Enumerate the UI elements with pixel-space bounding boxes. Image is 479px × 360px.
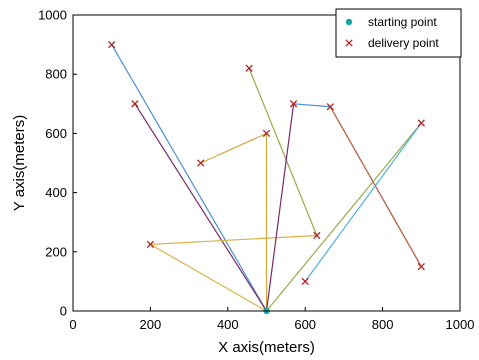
delivery-point-marker bbox=[417, 262, 425, 271]
route-line bbox=[329, 106, 422, 267]
delivery-point-marker bbox=[108, 40, 116, 49]
y-axis-label: Y axis(meters) bbox=[11, 115, 28, 211]
route-line bbox=[134, 103, 268, 312]
route-lines bbox=[111, 44, 422, 312]
delivery-point-marker bbox=[326, 103, 335, 111]
route-line bbox=[265, 103, 295, 312]
route-line bbox=[266, 122, 422, 312]
legend-x-glyph bbox=[345, 39, 353, 47]
x-tick-label: 1000 bbox=[446, 317, 475, 332]
route-line bbox=[111, 44, 268, 312]
legend-starting-point-label: starting point bbox=[368, 15, 437, 29]
x-tick-label: 800 bbox=[372, 317, 394, 332]
route-line bbox=[304, 122, 422, 282]
delivery-point-marker bbox=[245, 64, 253, 72]
delivery-point-marker bbox=[417, 119, 425, 127]
legend-box bbox=[335, 8, 462, 58]
x-tick-label: 200 bbox=[140, 317, 162, 332]
data-points bbox=[108, 40, 425, 315]
delivery-point-marker bbox=[131, 100, 139, 108]
route-line bbox=[293, 103, 331, 108]
y-axis-ticks: 0 200 400 600 800 1000 bbox=[38, 8, 77, 319]
y-tick-label: 200 bbox=[45, 244, 67, 259]
x-tick-label: 600 bbox=[294, 317, 316, 332]
y-tick-label: 400 bbox=[45, 185, 67, 200]
legend-delivery-point-label: delivery point bbox=[368, 36, 439, 50]
x-axis-label: X axis(meters) bbox=[218, 339, 315, 356]
y-tick-label: 600 bbox=[45, 126, 67, 141]
route-line bbox=[248, 68, 318, 236]
y-tick-label: 0 bbox=[60, 304, 67, 319]
legend: starting point delivery point bbox=[335, 8, 462, 58]
x-axis-ticks: 0 200 400 600 800 1000 bbox=[69, 307, 474, 332]
delivery-point-marker bbox=[313, 231, 321, 240]
y-tick-label: 1000 bbox=[38, 8, 67, 23]
legend-delivery-point-marker bbox=[345, 39, 353, 47]
legend-starting-point-marker bbox=[345, 18, 353, 26]
delivery-point-marker bbox=[146, 240, 155, 249]
x-tick-label: 400 bbox=[217, 317, 239, 332]
delivery-point-marker bbox=[301, 277, 309, 286]
delivery-point-marker bbox=[289, 100, 298, 108]
delivery-point-marker bbox=[197, 159, 205, 167]
x-tick-label: 0 bbox=[69, 317, 76, 332]
route-line bbox=[148, 234, 317, 312]
plot-frame bbox=[72, 14, 461, 312]
y-tick-label: 800 bbox=[45, 67, 67, 82]
delivery-point-marker bbox=[262, 129, 271, 138]
